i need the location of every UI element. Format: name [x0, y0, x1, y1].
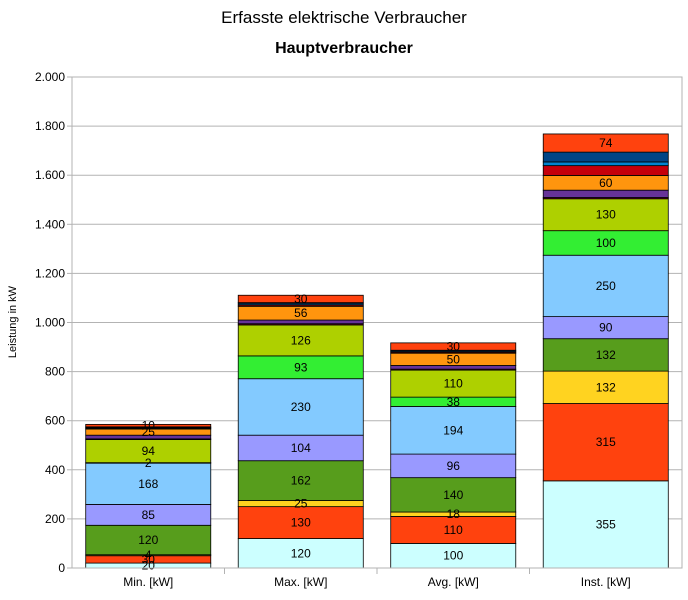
bar-segment [542, 198, 669, 232]
y-tick-label: 600 [45, 414, 65, 428]
data-label: 4 [145, 548, 152, 562]
y-tick-label: 1.600 [35, 168, 65, 182]
bar-segment [237, 460, 364, 501]
bar-segment [542, 151, 669, 163]
data-label: 30 [142, 552, 156, 566]
data-label: 168 [138, 477, 158, 491]
bar-segment [542, 403, 669, 482]
data-label: 20 [142, 559, 156, 573]
data-label: 355 [596, 517, 616, 531]
x-tick-label: Avg. [kW] [428, 575, 479, 589]
bar-segment [237, 506, 364, 539]
x-tick-label: Max. [kW] [274, 575, 327, 589]
data-label: 110 [444, 523, 463, 537]
bar-segment [85, 423, 212, 428]
bar-segment [237, 324, 364, 357]
y-axis-label: Leistung in kW [7, 285, 19, 358]
data-label: 194 [443, 423, 463, 437]
data-label: 104 [291, 441, 311, 455]
x-tick-label: Inst. [kW] [581, 575, 631, 589]
data-label: 96 [447, 459, 461, 473]
data-label: 120 [138, 533, 158, 547]
bar-segment [542, 230, 669, 256]
data-label: 74 [599, 136, 613, 150]
data-label: 250 [596, 279, 616, 293]
data-label: 25 [142, 425, 156, 439]
data-label: 18 [447, 507, 461, 521]
chart-subtitle: Hauptverbraucher [275, 40, 413, 57]
bar-segment [542, 165, 669, 176]
data-label: 93 [294, 360, 308, 374]
data-label: 315 [596, 435, 616, 449]
bar-segment [237, 378, 364, 436]
data-label: 90 [599, 321, 613, 335]
bar-segment [390, 516, 517, 544]
data-label: 50 [447, 352, 461, 366]
y-tick-label: 400 [45, 463, 65, 477]
bar-segment [85, 462, 212, 505]
bar-segment [542, 480, 669, 569]
bar-segment [390, 406, 517, 455]
data-label: 126 [291, 333, 311, 347]
data-label: 56 [294, 306, 308, 320]
data-label: 25 [294, 497, 308, 511]
bar-segment [542, 161, 669, 167]
y-tick-label: 1.200 [35, 266, 65, 280]
bar-segment [390, 543, 517, 569]
y-tick-label: 1.000 [35, 316, 65, 330]
bars [85, 133, 669, 569]
data-label: 38 [447, 395, 461, 409]
data-label: 30 [447, 340, 461, 354]
data-label: 120 [291, 546, 311, 560]
data-label: 132 [596, 348, 616, 362]
bar-segment [390, 342, 517, 351]
data-labels: 2030412085168294251012013025162104230931… [138, 136, 616, 573]
y-tick-label: 1.400 [35, 217, 65, 231]
data-label: 140 [443, 488, 463, 502]
x-tick-label: Min. [kW] [123, 575, 173, 589]
data-label: 130 [596, 208, 616, 222]
axes: 0 200 400 600 800 1.000 1.200 1.400 1.600 1.800 2.… [35, 70, 683, 589]
bar-segment [237, 434, 364, 462]
data-label: 132 [596, 380, 616, 394]
bar-segment [237, 294, 364, 304]
data-label: 230 [291, 400, 311, 414]
bar-segment [542, 133, 669, 153]
y-tick-label: 800 [45, 365, 65, 379]
bar-segment [237, 319, 364, 325]
data-label: 10 [142, 419, 156, 433]
data-label: 85 [142, 508, 156, 522]
y-tick-label: 200 [45, 512, 65, 526]
bar-segment [542, 189, 669, 198]
bar-segment [85, 524, 212, 556]
bar-segment [390, 477, 517, 513]
chart-title: Erfasste elektrische Verbraucher [221, 8, 467, 27]
data-label: 100 [596, 236, 616, 250]
bar-segment [237, 538, 364, 569]
data-label: 60 [599, 176, 613, 190]
data-label: 2 [145, 456, 152, 470]
data-label: 94 [142, 444, 156, 458]
bar-segment [542, 338, 669, 372]
data-label: 130 [291, 516, 311, 530]
bar-segment [542, 254, 669, 318]
data-label: 110 [444, 377, 463, 391]
bar-segment [542, 370, 669, 404]
y-tick-label: 1.800 [35, 119, 65, 133]
y-tick-label: 0 [58, 561, 65, 575]
data-label: 100 [443, 549, 463, 563]
data-label: 30 [294, 292, 308, 306]
y-tick-label: 2.000 [35, 70, 65, 84]
data-label: 162 [291, 474, 311, 488]
